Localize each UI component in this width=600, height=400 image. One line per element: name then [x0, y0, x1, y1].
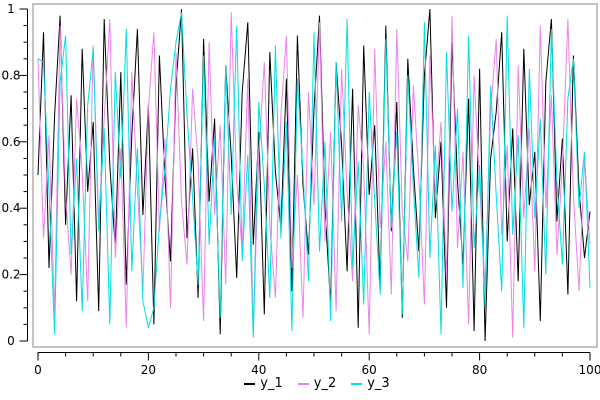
x-tick-label: 100 — [579, 363, 600, 377]
legend-swatch-y1 — [244, 383, 256, 385]
x-tick-label: 20 — [141, 363, 156, 377]
series-lines — [37, 8, 591, 342]
x-tick-label: 80 — [472, 363, 487, 377]
x-tick-label: 40 — [251, 363, 266, 377]
y-tick-label: 0.4 — [1, 201, 20, 215]
x-tick-label: 60 — [362, 363, 377, 377]
y-axis: 0 0.2 0.4 0.6 0.8 1 — [1, 2, 28, 348]
legend-label-y1: y_1 — [260, 376, 283, 391]
y-tick-label: 0.8 — [1, 68, 20, 82]
legend-label-y2: y_2 — [313, 376, 337, 391]
legend-swatch-y2 — [297, 383, 309, 385]
legend-item-y3: y_3 — [351, 376, 390, 392]
y-tick-label: 0.6 — [1, 135, 20, 149]
line-y_3 — [37, 12, 591, 338]
line-y_2 — [37, 12, 591, 338]
legend-item-y1: y_1 — [244, 376, 283, 392]
plot-frame — [32, 3, 598, 348]
y-tick-label: 1 — [7, 2, 15, 16]
legend-swatch-y3 — [351, 383, 363, 385]
x-tick-label: 0 — [34, 363, 42, 377]
legend-label-y3: y_3 — [367, 376, 390, 391]
legend: y_1 y_2 y_3 — [17, 376, 600, 392]
x-axis: 0 20 40 60 80 100 — [34, 352, 600, 377]
y-tick-label: 0.2 — [1, 268, 20, 282]
y-tick-label: 0 — [7, 334, 15, 348]
legend-item-y2: y_2 — [297, 376, 337, 392]
